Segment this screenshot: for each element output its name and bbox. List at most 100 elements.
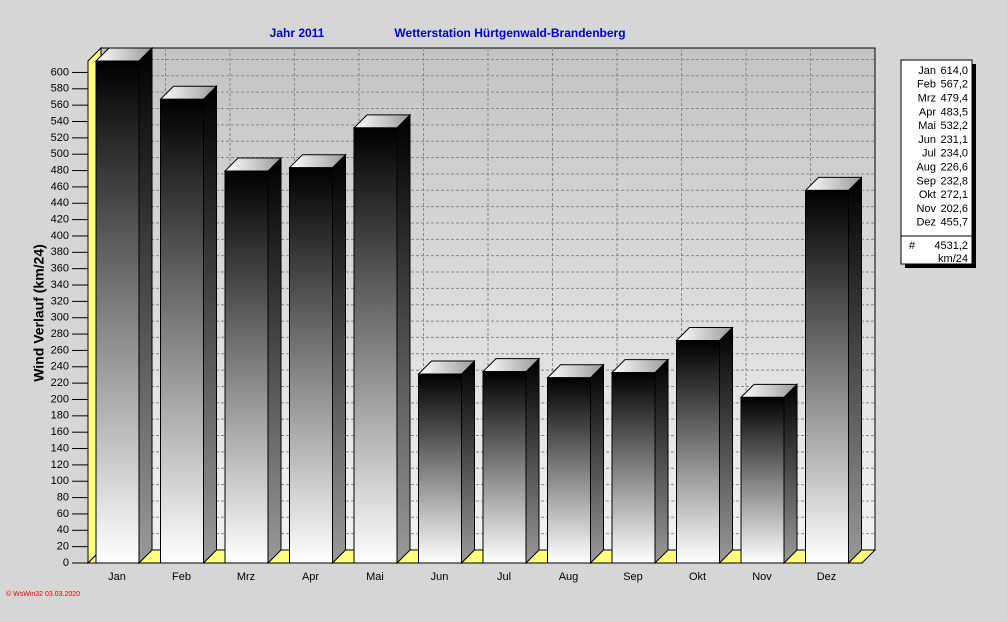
x-tick-label: Jun (431, 571, 449, 583)
legend-value: 567,2 (940, 79, 968, 91)
bar (417, 359, 476, 565)
y-tick-label: 100 (51, 475, 69, 487)
bar (739, 383, 799, 565)
x-tick-label: Mai (366, 571, 384, 583)
legend-label: Mai (918, 120, 936, 132)
bar-front (353, 127, 398, 564)
bar-side (719, 326, 733, 565)
legend-value: 532,2 (940, 120, 968, 132)
legend-value: 272,1 (940, 189, 968, 201)
y-tick-label: 180 (51, 410, 69, 422)
legend-label: Okt (919, 189, 936, 201)
legend-label: Nov (916, 203, 936, 215)
bar-side (783, 383, 798, 565)
bar (352, 113, 412, 565)
y-tick-label: 260 (51, 344, 69, 356)
bar (804, 176, 863, 565)
bar (546, 363, 605, 565)
y-tick-label: 240 (51, 361, 69, 373)
x-tick-label: Sep (623, 571, 643, 583)
legend-label: Jul (922, 148, 936, 160)
y-tick-label: 520 (51, 132, 69, 144)
y-tick-label: 500 (51, 148, 69, 160)
y-tick-label: 380 (51, 246, 69, 258)
legend-label: Dez (916, 217, 936, 229)
y-tick-label: 220 (51, 377, 69, 389)
y-tick-label: 40 (57, 524, 69, 536)
y-tick-label: 420 (51, 214, 69, 226)
bar-front (482, 371, 527, 564)
legend-label: Feb (917, 79, 936, 91)
y-tick-label: 160 (51, 426, 69, 438)
y-tick-label: 400 (51, 230, 69, 242)
bar-front (289, 167, 333, 564)
bar-side (654, 358, 669, 565)
x-tick-label: Apr (302, 571, 319, 583)
bar-side (267, 156, 282, 565)
legend-value: 232,8 (940, 175, 968, 187)
y-tick-label: 80 (57, 491, 69, 503)
legend-label: Sep (916, 175, 936, 187)
legend-label: Jan (918, 65, 936, 77)
legend-box (900, 59, 973, 265)
y-tick-label: 0 (63, 557, 69, 569)
bar-side (332, 153, 346, 565)
y-tick-label: 600 (51, 66, 69, 78)
y-tick-label: 480 (51, 164, 69, 176)
legend-label: Mrz (918, 93, 936, 105)
bar-front (224, 170, 269, 564)
y-tick-label: 580 (51, 83, 69, 95)
y-tick-label: 200 (51, 393, 69, 405)
bar-front (805, 189, 849, 564)
bar (610, 358, 670, 565)
x-tick-label: Okt (689, 571, 706, 583)
y-tick-label: 300 (51, 312, 69, 324)
total-value: 4531,2 (934, 240, 968, 252)
y-tick-label: 540 (51, 115, 69, 127)
legend-label: Aug (916, 162, 936, 174)
bar (675, 326, 734, 565)
y-axis-label: Wind Verlauf (km/24) (31, 244, 47, 382)
total-symbol: # (909, 240, 916, 252)
legend-label: Jun (918, 134, 936, 146)
x-tick-label: Feb (172, 571, 191, 583)
y-tick-label: 60 (57, 508, 69, 520)
bar-front (676, 340, 720, 564)
bar-front (611, 372, 656, 564)
y-tick-label: 360 (51, 263, 69, 275)
bar-side (848, 176, 862, 565)
total-unit: km/24 (938, 253, 968, 265)
y-tick-label: 560 (51, 99, 69, 111)
y-tick-label: 460 (51, 181, 69, 193)
bar-front (160, 98, 204, 564)
chart-subtitle: Wetterstation Hürtgenwald-Brandenberg (394, 26, 625, 40)
legend-value: 234,0 (940, 148, 968, 160)
x-tick-label: Jul (497, 571, 511, 583)
legend-value: 226,6 (940, 162, 968, 174)
bar-side (590, 363, 604, 565)
y-tick-label: 20 (57, 541, 69, 553)
y-tick-label: 320 (51, 295, 69, 307)
bar-side (138, 46, 153, 565)
legend-value: 614,0 (940, 65, 968, 77)
bar (481, 357, 541, 565)
legend-value: 231,1 (940, 134, 968, 146)
y-tick-label: 140 (51, 442, 69, 454)
bar (288, 153, 347, 565)
y-tick-label: 340 (51, 279, 69, 291)
legend-value: 479,4 (940, 93, 968, 105)
legend-value: 455,7 (940, 217, 968, 229)
chart-title: Jahr 2011 (270, 26, 325, 40)
bar-front (740, 396, 785, 564)
x-tick-label: Mrz (237, 571, 255, 583)
legend-label: Apr (919, 106, 936, 118)
y-tick-label: 120 (51, 459, 69, 471)
legend: # 4531,2 km/24 Jan 614,0 Feb 567,2 Mrz 479,4 A… (900, 59, 976, 268)
bar-side (203, 85, 217, 565)
footer: © WsWin32 03.03.2020 (6, 590, 80, 598)
x-tick-label: Dez (817, 571, 837, 583)
bar-side (396, 113, 411, 565)
bar-front (547, 377, 591, 564)
bar (159, 85, 218, 565)
